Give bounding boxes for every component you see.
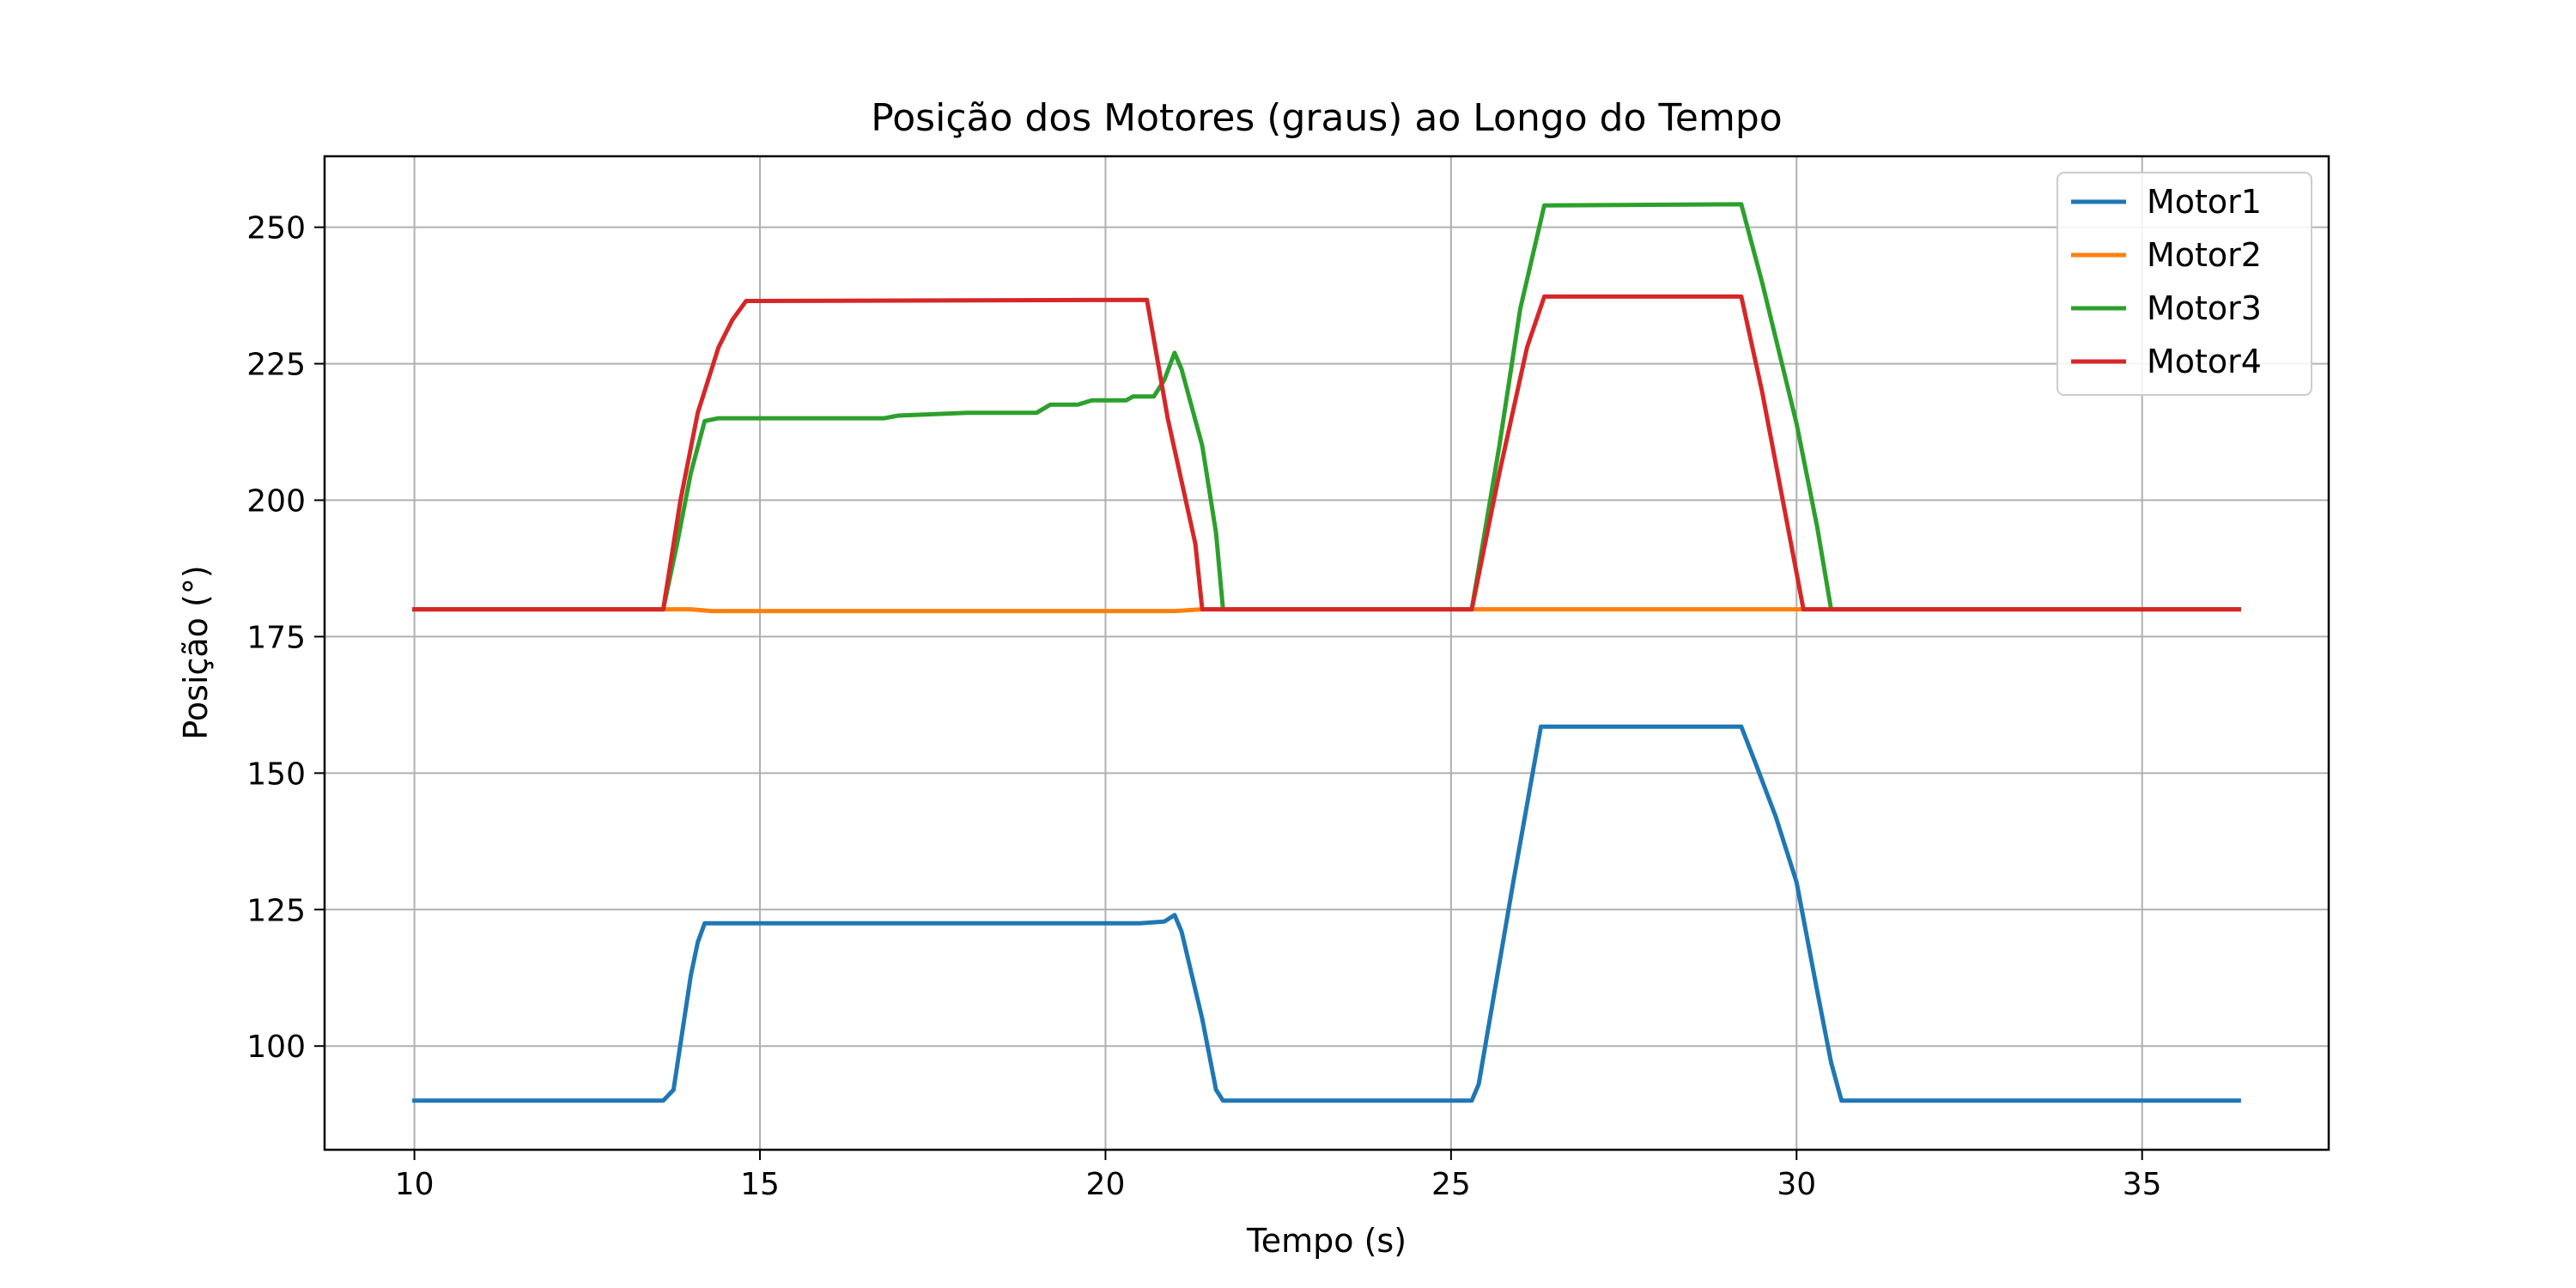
x-tick-label: 25: [1431, 1167, 1471, 1202]
y-tick-label: 225: [246, 348, 306, 383]
plot-frame: [323, 155, 2330, 1151]
legend: Motor1 Motor2 Motor3 Motor4: [2057, 172, 2312, 396]
series-line-motor1: [412, 724, 2241, 1103]
legend-label-motor2: Motor2: [2147, 236, 2262, 274]
legend-label-motor4: Motor4: [2147, 343, 2262, 380]
y-tick-label: 100: [246, 1030, 306, 1065]
axis-ticks: 10 15 20 25 30 35 100 125 150 175 200 225 250: [246, 211, 2161, 1202]
legend-box: [2057, 172, 2312, 396]
grid: [325, 156, 2329, 1150]
x-tick-label: 30: [1777, 1167, 1816, 1202]
series-lines: [412, 202, 2241, 1103]
x-axis-label: Tempo (s): [1246, 1222, 1406, 1260]
y-tick-label: 150: [246, 756, 306, 792]
x-tick-label: 20: [1086, 1167, 1126, 1202]
legend-label-motor1: Motor1: [2147, 183, 2262, 221]
x-tick-label: 35: [2123, 1167, 2162, 1202]
y-tick-label: 250: [246, 211, 306, 246]
y-tick-label: 125: [246, 893, 306, 928]
series-line-motor4: [412, 294, 2241, 612]
y-tick-label: 175: [246, 620, 306, 655]
y-axis-label: Posição (°): [177, 565, 215, 739]
legend-label-motor3: Motor3: [2147, 289, 2262, 327]
series-line-motor3: [412, 202, 2241, 612]
y-tick-label: 200: [246, 484, 306, 519]
x-tick-label: 15: [740, 1167, 780, 1202]
x-tick-label: 10: [395, 1167, 434, 1202]
chart-title: Posição dos Motores (graus) ao Longo do …: [871, 96, 1782, 140]
